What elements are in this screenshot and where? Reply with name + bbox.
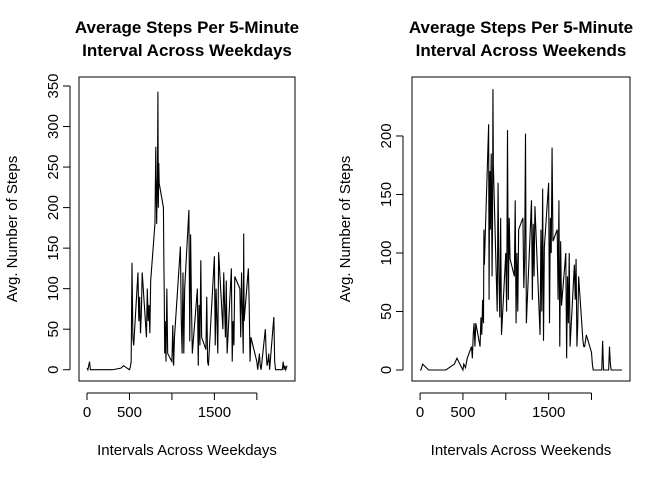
- chart-title: Average Steps Per 5-Minute: [409, 18, 633, 37]
- chart-title: Interval Across Weekdays: [82, 41, 292, 60]
- plot-box: [78, 76, 296, 382]
- x-tick-label: 1500: [198, 404, 231, 421]
- y-tick-label: 50: [378, 303, 395, 320]
- y-tick-label: 100: [45, 276, 62, 301]
- y-axis-label: Avg. Number of Steps: [337, 156, 354, 302]
- chart-title: Average Steps Per 5-Minute: [75, 18, 299, 37]
- y-tick-label: 150: [378, 182, 395, 207]
- y-tick-label: 50: [45, 321, 62, 338]
- plot-box: [411, 76, 631, 382]
- x-tick-label: 0: [416, 404, 424, 421]
- y-tick-label: 200: [45, 195, 62, 220]
- y-tick-label: 100: [378, 240, 395, 265]
- x-axis-label: Intervals Across Weekdays: [97, 442, 277, 459]
- x-tick-label: 500: [117, 404, 142, 421]
- data-line: [420, 89, 622, 372]
- y-tick-label: 0: [45, 366, 62, 374]
- y-tick-label: 0: [378, 366, 395, 374]
- y-tick-label: 300: [45, 114, 62, 139]
- data-line: [86, 91, 288, 372]
- x-tick-label: 500: [450, 404, 475, 421]
- y-tick-label: 250: [45, 155, 62, 180]
- y-axis-label: Avg. Number of Steps: [4, 156, 21, 302]
- y-tick-label: 200: [378, 123, 395, 148]
- y-tick-label: 350: [45, 73, 62, 98]
- x-axis-label: Intervals Across Weekends: [431, 442, 612, 459]
- y-tick-label: 150: [45, 236, 62, 261]
- x-tick-label: 1500: [532, 404, 565, 421]
- x-tick-label: 0: [83, 404, 91, 421]
- chart-title: Interval Across Weekends: [416, 41, 627, 60]
